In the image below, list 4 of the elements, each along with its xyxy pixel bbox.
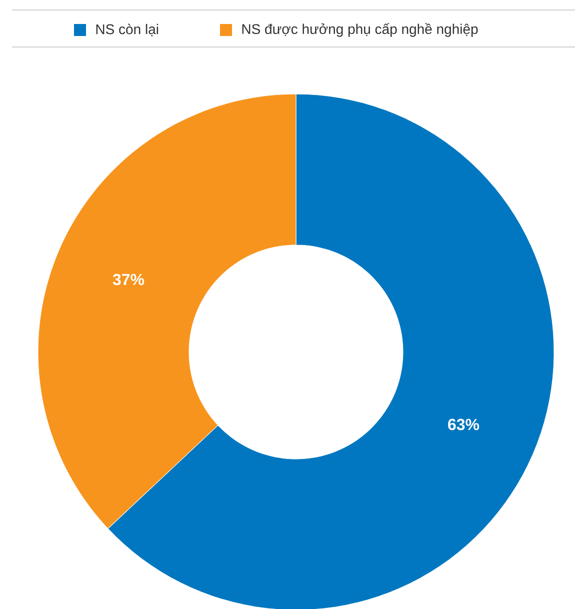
legend-label: NS được hưởng phụ cấp nghề nghiệp — [242, 23, 478, 37]
data-label: 37% — [112, 274, 144, 286]
data-label: 63% — [448, 418, 480, 430]
legend-label: NS còn lại — [96, 24, 158, 36]
